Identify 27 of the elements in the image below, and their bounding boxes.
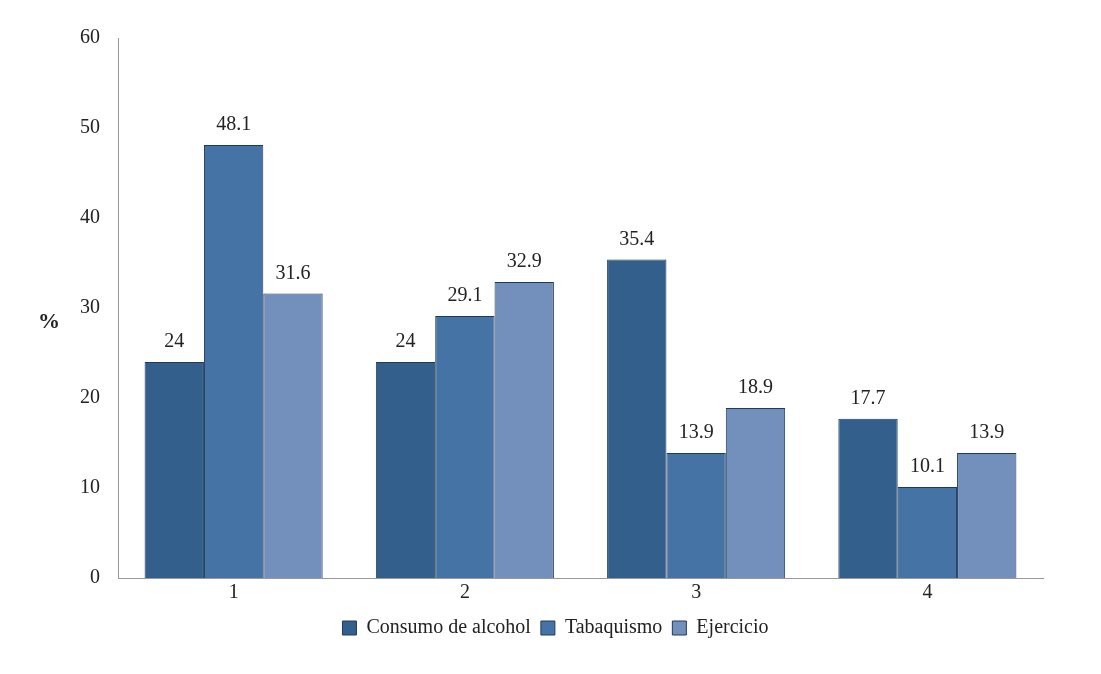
data-label: 35.4 (619, 226, 655, 249)
data-label: 24 (164, 329, 185, 352)
data-label: 32.9 (506, 249, 542, 272)
data-label: 29.1 (447, 283, 483, 306)
legend-label: Consumo de alcohol (366, 615, 532, 638)
x-tick-label: 3 (691, 580, 702, 603)
x-tick-label: 1 (228, 580, 239, 603)
data-label: 48.1 (216, 112, 252, 135)
data-label: 17.7 (850, 385, 886, 408)
y-tick-label: 10 (80, 475, 100, 498)
data-label: 10.1 (909, 454, 945, 477)
y-tick-label: 60 (80, 25, 100, 48)
data-label: 13.9 (678, 420, 714, 443)
y-tick-label: 20 (80, 385, 100, 408)
y-tick-label: 50 (80, 115, 100, 138)
x-tick-label: 4 (922, 580, 933, 603)
legend-label: Ejercicio (696, 615, 769, 639)
y-axis-title: % (38, 308, 60, 334)
data-label: 24 (395, 329, 416, 352)
y-tick-label: 40 (80, 205, 100, 228)
y-tick-label: 30 (80, 295, 100, 318)
data-label: 31.6 (275, 260, 311, 283)
y-tick-label: 0 (90, 565, 100, 588)
x-tick-label: 2 (459, 580, 470, 603)
data-label: 18.9 (737, 375, 773, 398)
data-label: 13.9 (969, 420, 1005, 443)
legend-label: Tabaquismo (564, 615, 663, 639)
